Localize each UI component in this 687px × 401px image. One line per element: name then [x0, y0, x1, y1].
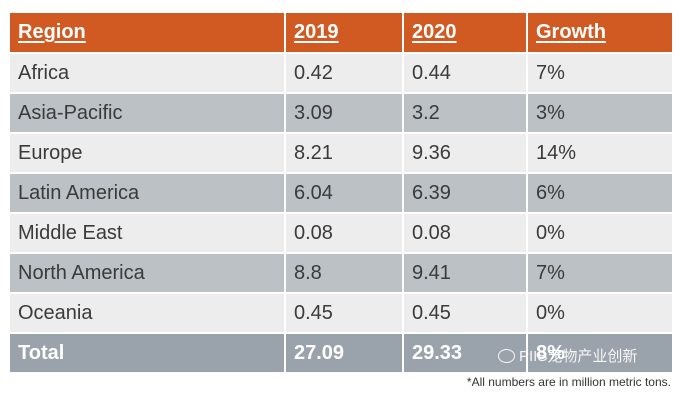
- column-header-2020: 2020: [403, 13, 528, 54]
- table-row: Latin America 6.04 6.39 6%: [10, 173, 672, 214]
- column-header-growth: Growth: [527, 13, 672, 54]
- table-row: Europe 8.21 9.36 14%: [10, 133, 672, 174]
- cell-2019: 0.45: [285, 293, 404, 334]
- chat-bubble-icon: [498, 348, 515, 363]
- total-label: Total: [10, 333, 286, 374]
- cell-2019: 0.42: [285, 53, 404, 94]
- region-data-table: Region 2019 2020 Growth Africa 0.42 0.44…: [10, 13, 672, 374]
- cell-growth: 0%: [527, 293, 672, 334]
- table-row: Africa 0.42 0.44 7%: [10, 53, 672, 94]
- column-header-2019: 2019: [285, 13, 404, 54]
- header-row: Region 2019 2020 Growth: [10, 13, 672, 54]
- cell-2020: 9.36: [403, 133, 528, 174]
- cell-2019: 0.08: [285, 213, 404, 254]
- watermark-text: PIIS宠物产业创新: [519, 348, 638, 365]
- cell-region: Asia-Pacific: [10, 93, 286, 134]
- cell-region: Middle East: [10, 213, 286, 254]
- cell-growth: 7%: [527, 253, 672, 294]
- footnote: *All numbers are in million metric tons.: [466, 375, 671, 389]
- cell-region: Oceania: [10, 293, 286, 334]
- cell-2020: 9.41: [403, 253, 528, 294]
- cell-growth: 0%: [527, 213, 672, 254]
- cell-2020: 3.2: [403, 93, 528, 134]
- cell-growth: 3%: [527, 93, 672, 134]
- table-row: Oceania 0.45 0.45 0%: [10, 293, 672, 334]
- cell-2020: 0.44: [403, 53, 528, 94]
- cell-2019: 8.21: [285, 133, 404, 174]
- cell-region: Africa: [10, 53, 286, 94]
- table-row: North America 8.8 9.41 7%: [10, 253, 672, 294]
- cell-region: Latin America: [10, 173, 286, 214]
- cell-2019: 6.04: [285, 173, 404, 214]
- cell-region: North America: [10, 253, 286, 294]
- table-row: Middle East 0.08 0.08 0%: [10, 213, 672, 254]
- cell-growth: 7%: [527, 53, 672, 94]
- table-row: Asia-Pacific 3.09 3.2 3%: [10, 93, 672, 134]
- column-header-region: Region: [10, 13, 286, 54]
- cell-growth: 14%: [527, 133, 672, 174]
- cell-2019: 8.8: [285, 253, 404, 294]
- cell-2020: 0.45: [403, 293, 528, 334]
- watermark: PIIS宠物产业创新: [498, 345, 637, 366]
- cell-growth: 6%: [527, 173, 672, 214]
- cell-2020: 6.39: [403, 173, 528, 214]
- cell-2019: 3.09: [285, 93, 404, 134]
- cell-region: Europe: [10, 133, 286, 174]
- cell-2020: 0.08: [403, 213, 528, 254]
- total-growth: 8%: [527, 333, 672, 374]
- total-2019: 27.09: [285, 333, 404, 374]
